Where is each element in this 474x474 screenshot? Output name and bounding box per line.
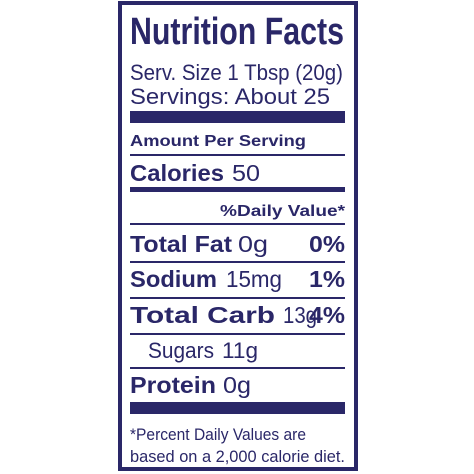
rule bbox=[130, 261, 345, 263]
serving-size: Serv. Size 1 Tbsp (20g) bbox=[130, 60, 343, 85]
medium-bar bbox=[130, 187, 345, 192]
servings: Servings: About 25 bbox=[130, 84, 330, 109]
protein-amount: 0g bbox=[223, 372, 251, 398]
amount-per-serving: Amount Per Serving bbox=[130, 133, 306, 150]
footnote-line: based on a 2,000 calorie diet. bbox=[130, 447, 345, 466]
calories-label: Calories bbox=[130, 160, 224, 186]
rule bbox=[130, 367, 345, 369]
sub-nutrient-name: Sugars bbox=[148, 338, 214, 363]
nutrient-name: Sodium bbox=[130, 266, 217, 292]
label-border bbox=[118, 1, 358, 471]
nutrient-amount: 0g bbox=[238, 231, 268, 257]
thick-bar bbox=[130, 111, 345, 123]
protein-name: Protein bbox=[130, 372, 216, 398]
rule bbox=[130, 297, 345, 299]
rule bbox=[130, 333, 345, 335]
nutrient-name: Total Carb bbox=[130, 302, 275, 328]
nutrient-amount: 15mg bbox=[226, 266, 282, 292]
thick-bar bbox=[130, 402, 345, 414]
rule bbox=[130, 154, 345, 156]
calories-value: 50 bbox=[232, 160, 260, 186]
nutrient-percent: 4% bbox=[309, 302, 345, 328]
nutrient-name: Total Fat bbox=[130, 231, 232, 257]
title: Nutrition Facts bbox=[130, 11, 344, 53]
nutrient-amount: 13g bbox=[283, 302, 317, 328]
nutrient-percent: 0% bbox=[309, 231, 345, 257]
sub-nutrient-amount: 11g bbox=[222, 338, 258, 363]
footnote-line: *Percent Daily Values are bbox=[130, 425, 306, 444]
rule bbox=[130, 223, 345, 225]
nutrient-percent: 1% bbox=[309, 266, 345, 292]
daily-value-header: %Daily Value* bbox=[220, 203, 346, 220]
